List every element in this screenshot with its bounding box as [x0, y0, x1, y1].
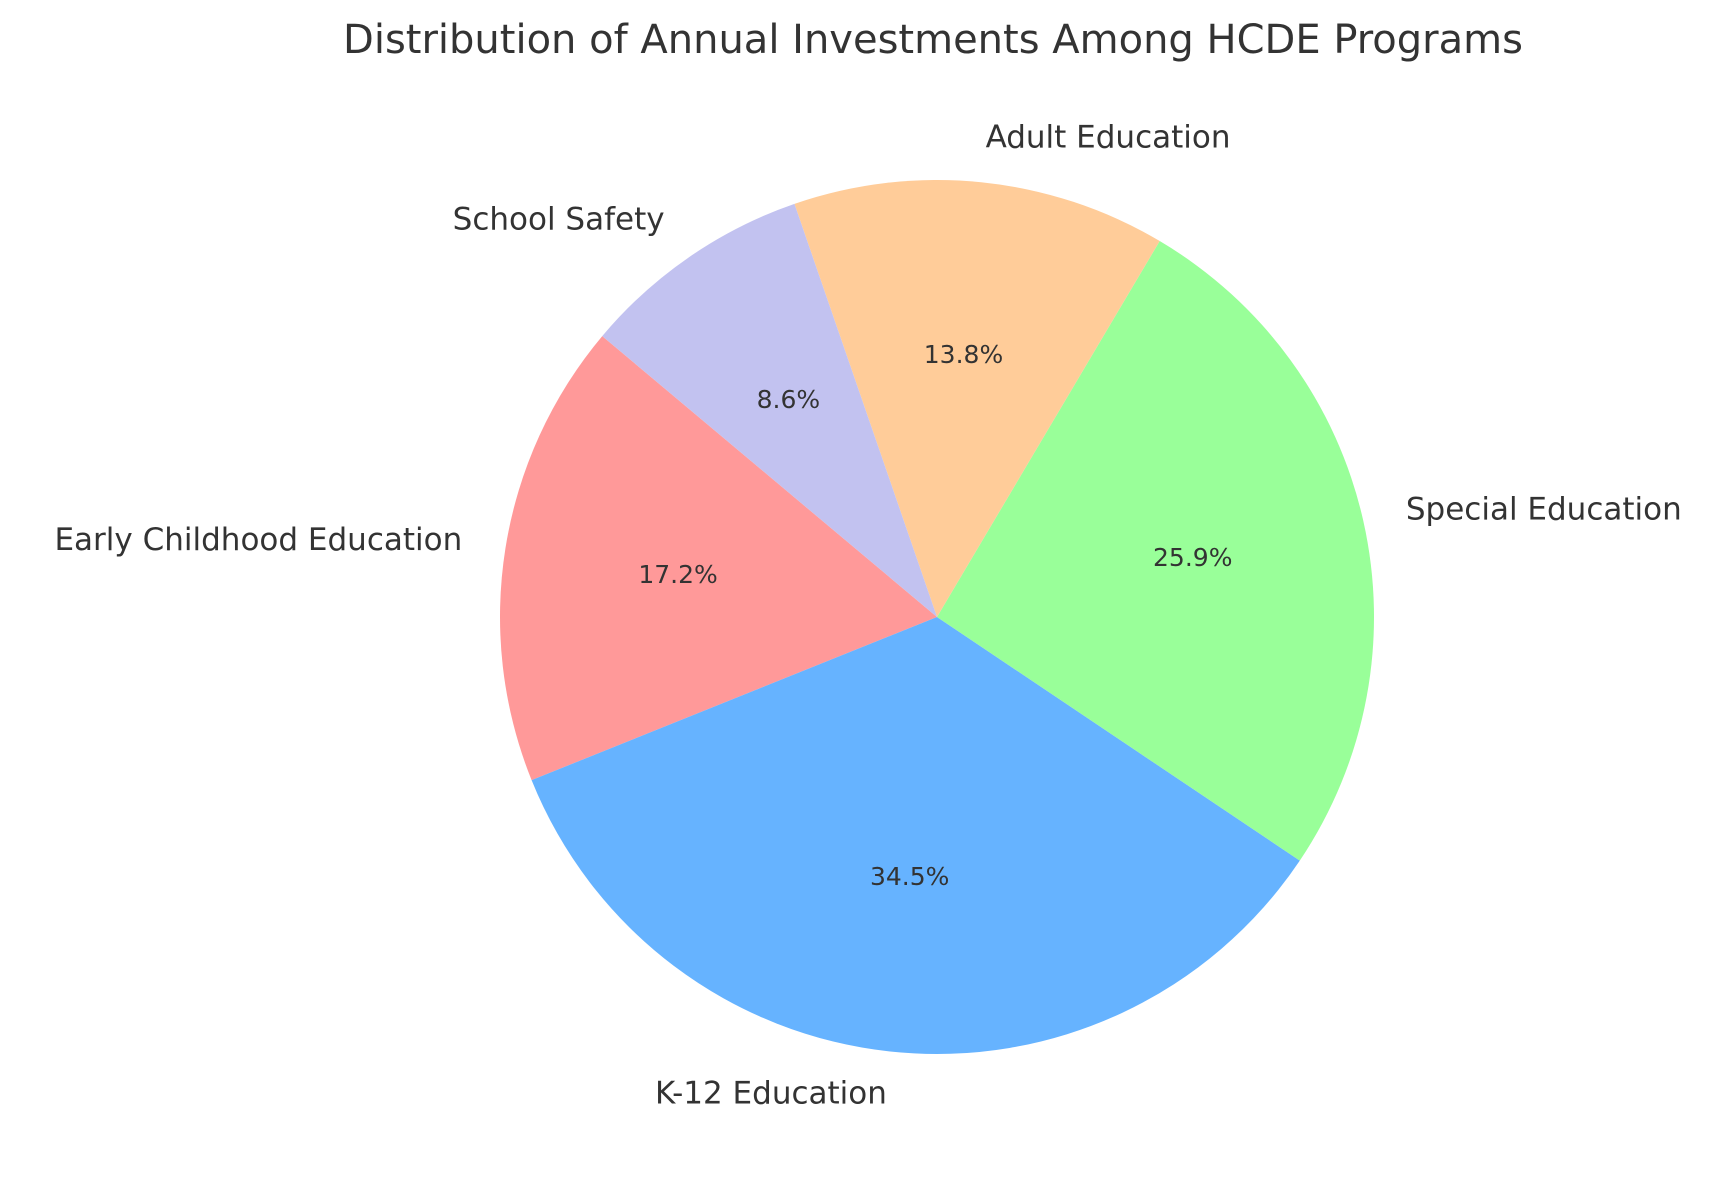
percent-label-special-education: 25.9% — [1153, 543, 1232, 572]
slice-label-school-safety: School Safety — [453, 201, 665, 237]
chart-title: Distribution of Annual Investments Among… — [343, 17, 1523, 63]
percent-label-k-12-education: 34.5% — [870, 862, 949, 891]
pie-slice-school-safety — [602, 203, 937, 617]
pie-labels: Early Childhood Education 17.2% K-12 Educa… — [54, 119, 1681, 1111]
pie-slice-early-childhood-education — [499, 336, 937, 781]
percent-label-adult-education: 13.8% — [924, 340, 1003, 369]
slice-label-special-education: Special Education — [1406, 491, 1682, 527]
percent-label-school-safety: 8.6% — [757, 385, 821, 414]
pie-slice-k-12-education — [531, 617, 1300, 1054]
percent-label-early-childhood-education: 17.2% — [638, 560, 717, 589]
pie-slice-special-education — [937, 241, 1374, 861]
slice-label-k-12-education: K-12 Education — [655, 1076, 887, 1112]
pie-slice-adult-education — [794, 180, 1160, 617]
slice-label-adult-education: Adult Education — [986, 119, 1231, 155]
pie-slices — [499, 180, 1374, 1054]
slice-label-early-childhood-education: Early Childhood Education — [54, 522, 462, 558]
